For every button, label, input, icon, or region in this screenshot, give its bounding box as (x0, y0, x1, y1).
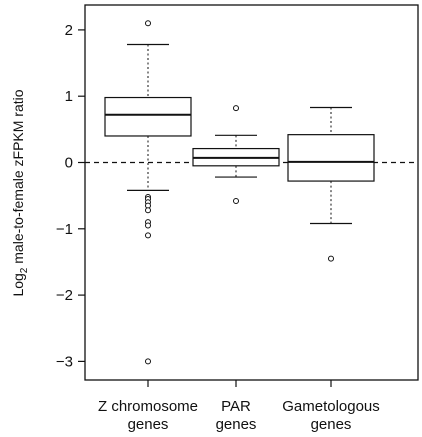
outlier-point (145, 20, 151, 27)
box-3 (287, 106, 375, 262)
outlier-point (233, 105, 239, 112)
y-tick-label: −2 (56, 287, 73, 304)
outlier-point (145, 207, 151, 214)
y-axis-title: Log2 male-to-female zFPKM ratio (10, 89, 30, 296)
box-1 (104, 20, 192, 365)
outlier-point (328, 255, 334, 262)
category-label: PAR genes (216, 398, 257, 433)
outlier-point (145, 232, 151, 239)
y-tick-label: −3 (56, 353, 73, 370)
interquartile-box (104, 96, 192, 137)
category-label-line: genes (216, 416, 257, 433)
y-tick-label: 2 (65, 22, 73, 39)
boxes-layer (104, 20, 375, 365)
category-label-line: Z chromosome (98, 398, 198, 415)
y-axis-title-subscript: 2 (19, 267, 30, 273)
category-label-line: genes (128, 416, 169, 433)
outlier-point (145, 358, 151, 365)
box-2 (192, 105, 280, 204)
outlier-point (145, 222, 151, 229)
outlier-point (233, 197, 239, 204)
y-tick-label: 0 (65, 155, 73, 172)
category-label: Z chromosome genes (98, 398, 198, 433)
y-tick-label: −1 (56, 221, 73, 238)
category-label-line: genes (311, 416, 352, 433)
y-tick-label: 1 (65, 88, 73, 105)
y-axis-title-suffix: male-to-female zFPKM ratio (10, 89, 26, 267)
plot-frame (84, 4, 419, 381)
y-axis: −3 −2 −1 0 1 2 (56, 22, 85, 370)
y-axis-title-prefix: Log (10, 273, 26, 296)
interquartile-box (287, 134, 375, 182)
category-label-line: Gametologous (282, 398, 380, 415)
category-label-line: PAR (221, 398, 251, 415)
category-label: Gametologous genes (282, 398, 380, 433)
